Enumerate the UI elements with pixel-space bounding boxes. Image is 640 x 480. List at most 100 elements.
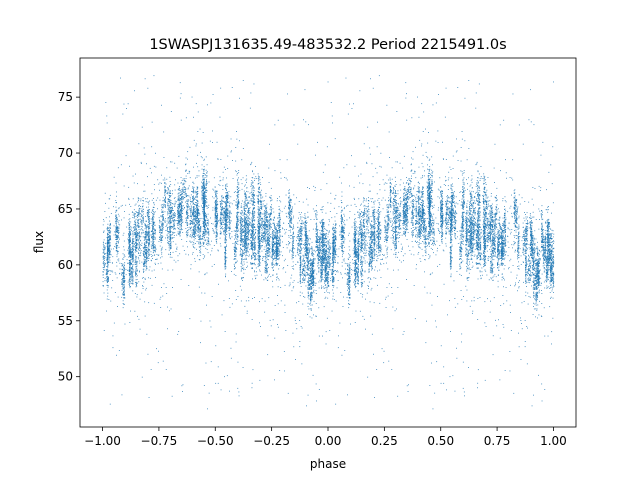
data-point <box>224 213 226 215</box>
data-point <box>347 288 349 290</box>
data-point <box>533 277 535 279</box>
data-point <box>204 273 206 275</box>
data-point <box>162 217 164 219</box>
data-point <box>472 220 473 221</box>
data-point <box>446 231 448 233</box>
data-point <box>403 209 405 210</box>
data-point <box>428 213 430 215</box>
data-point <box>505 235 506 237</box>
data-point <box>328 242 330 244</box>
data-point <box>462 215 464 217</box>
data-point <box>356 280 358 282</box>
data-point <box>395 184 397 185</box>
data-point <box>524 341 526 342</box>
data-point <box>378 214 380 216</box>
data-point <box>514 202 516 204</box>
data-point <box>406 212 408 214</box>
data-point <box>250 262 252 263</box>
data-point <box>246 258 247 260</box>
data-point <box>118 258 120 260</box>
data-point <box>546 257 548 259</box>
data-point <box>387 268 389 270</box>
data-point <box>299 241 301 242</box>
data-point <box>361 281 363 283</box>
data-point <box>132 280 134 282</box>
data-point <box>167 214 169 216</box>
data-point <box>403 197 405 199</box>
data-point <box>288 217 290 219</box>
data-point <box>312 374 314 376</box>
data-point <box>145 263 147 265</box>
data-point <box>326 257 327 258</box>
data-point <box>166 220 168 222</box>
data-point <box>164 198 166 199</box>
data-point <box>476 161 478 163</box>
data-point <box>357 231 359 232</box>
data-point <box>501 231 503 233</box>
data-point <box>266 222 268 224</box>
data-point <box>267 248 269 250</box>
data-point <box>461 333 463 335</box>
data-point <box>465 262 467 264</box>
data-point <box>474 248 476 250</box>
data-point <box>298 229 300 231</box>
data-point <box>460 267 462 269</box>
data-point <box>169 219 171 220</box>
data-point <box>536 267 537 269</box>
data-point <box>248 229 249 230</box>
data-point <box>418 166 420 168</box>
data-point <box>551 288 553 290</box>
data-point <box>549 240 551 242</box>
data-point <box>246 310 248 312</box>
data-point <box>451 231 453 233</box>
data-point <box>470 221 472 223</box>
data-point <box>406 188 408 190</box>
data-point <box>154 250 156 252</box>
data-point <box>354 280 356 282</box>
data-point <box>386 216 388 218</box>
data-point <box>237 361 239 363</box>
data-point <box>412 230 414 232</box>
data-point <box>420 196 422 198</box>
data-point <box>155 231 156 233</box>
data-point <box>374 255 376 256</box>
data-point <box>265 245 267 246</box>
data-point <box>355 282 356 284</box>
data-point <box>308 256 309 257</box>
data-point <box>400 189 402 191</box>
data-point <box>547 278 549 280</box>
data-point <box>259 225 261 227</box>
data-point <box>549 288 551 289</box>
data-point <box>335 250 337 252</box>
data-point <box>403 205 405 207</box>
data-point <box>201 191 203 192</box>
data-point <box>216 233 218 235</box>
data-point <box>319 257 321 259</box>
data-point <box>376 251 377 253</box>
data-point <box>427 245 428 247</box>
data-point <box>514 215 515 217</box>
data-point <box>261 218 263 220</box>
data-point <box>206 236 208 238</box>
data-point <box>137 248 139 250</box>
data-point <box>453 221 454 223</box>
data-point <box>244 209 245 211</box>
data-point <box>223 300 225 302</box>
data-point <box>227 212 229 214</box>
data-point <box>310 286 312 287</box>
data-point <box>447 221 448 223</box>
data-point <box>177 217 179 219</box>
data-point <box>225 225 227 227</box>
data-point <box>341 229 343 231</box>
data-point <box>312 228 314 230</box>
data-point <box>260 219 261 221</box>
data-point <box>121 296 123 298</box>
data-point <box>314 259 316 261</box>
data-point <box>131 275 132 277</box>
data-point <box>431 186 433 188</box>
data-point <box>360 274 362 276</box>
data-point <box>477 249 479 251</box>
data-point <box>533 280 535 282</box>
data-point <box>525 256 527 258</box>
data-point <box>251 226 253 227</box>
